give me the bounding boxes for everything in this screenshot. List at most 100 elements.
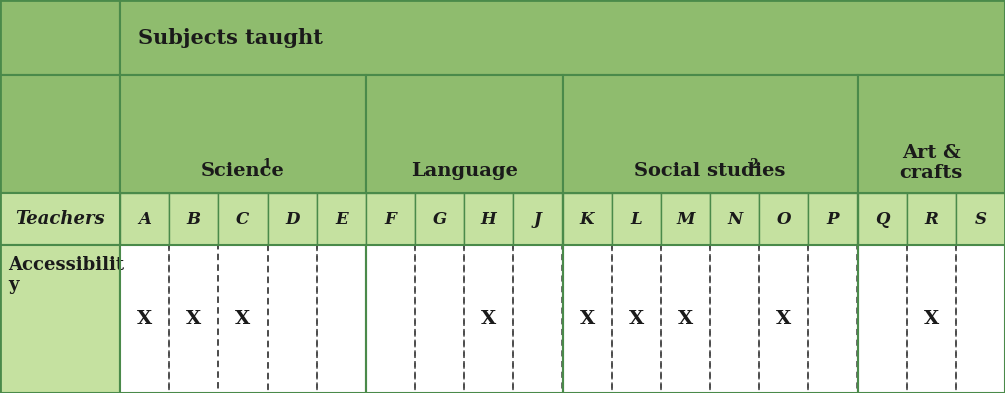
Text: X: X (137, 310, 152, 328)
Text: X: X (776, 310, 791, 328)
Text: P: P (827, 211, 839, 228)
Text: R: R (925, 211, 939, 228)
Text: X: X (924, 310, 939, 328)
Text: M: M (676, 211, 694, 228)
Bar (907, 245, 956, 393)
Bar (317, 245, 366, 393)
Text: X: X (628, 310, 644, 328)
Text: crafts: crafts (899, 164, 963, 182)
Bar (661, 245, 710, 393)
Bar (710, 193, 759, 245)
Bar (563, 245, 612, 393)
Text: K: K (580, 211, 594, 228)
Text: Science: Science (201, 162, 284, 180)
Text: H: H (480, 211, 496, 228)
Bar (759, 245, 808, 393)
Bar (415, 245, 464, 393)
Text: D: D (284, 211, 299, 228)
Bar (661, 245, 710, 393)
Bar (612, 245, 661, 393)
Text: X: X (186, 310, 201, 328)
Text: Teachers: Teachers (15, 210, 105, 228)
Bar (366, 245, 415, 393)
Bar (267, 193, 317, 245)
Bar (907, 245, 956, 393)
Text: C: C (236, 211, 249, 228)
Text: X: X (481, 310, 496, 328)
Text: X: X (580, 310, 595, 328)
Bar (857, 193, 907, 245)
Bar (415, 245, 464, 393)
Text: 1: 1 (262, 158, 271, 171)
Text: O: O (777, 211, 791, 228)
Bar (612, 193, 661, 245)
Bar (857, 245, 907, 393)
Bar (907, 193, 956, 245)
Text: Accessibilit: Accessibilit (8, 256, 125, 274)
Bar (317, 245, 366, 393)
Text: X: X (677, 310, 693, 328)
Bar (464, 245, 514, 393)
Bar (710, 245, 759, 393)
Text: Social studies: Social studies (634, 162, 786, 180)
Bar (956, 245, 1005, 393)
Bar (120, 245, 169, 393)
Text: Art &: Art & (901, 144, 961, 162)
Text: Q: Q (874, 211, 889, 228)
Bar (0, 0, 120, 75)
Bar (857, 75, 1005, 193)
Bar (218, 245, 267, 393)
Bar (169, 245, 218, 393)
Bar (0, 75, 120, 193)
Bar (120, 193, 169, 245)
Text: B: B (187, 211, 201, 228)
Bar (120, 0, 1005, 75)
Bar (366, 245, 563, 393)
Bar (0, 193, 120, 245)
Bar (808, 193, 857, 245)
Bar (759, 193, 808, 245)
Text: X: X (235, 310, 250, 328)
Text: A: A (138, 211, 151, 228)
Text: G: G (432, 211, 446, 228)
Bar (514, 245, 563, 393)
Bar (759, 245, 808, 393)
Bar (317, 193, 366, 245)
Text: S: S (975, 211, 987, 228)
Bar (464, 193, 514, 245)
Bar (857, 245, 907, 393)
Bar (710, 245, 759, 393)
Text: F: F (385, 211, 396, 228)
Bar (169, 193, 218, 245)
Bar (808, 245, 857, 393)
Text: L: L (630, 211, 642, 228)
Bar (0, 245, 120, 393)
Bar (563, 245, 612, 393)
Text: N: N (727, 211, 743, 228)
Bar (612, 245, 661, 393)
Bar (514, 245, 563, 393)
Bar (857, 245, 1005, 393)
Bar (563, 75, 857, 193)
Bar (563, 245, 857, 393)
Bar (415, 193, 464, 245)
Bar (120, 245, 366, 393)
Bar (267, 245, 317, 393)
Bar (464, 245, 514, 393)
Text: Language: Language (411, 162, 518, 180)
Bar (366, 245, 415, 393)
Text: J: J (534, 211, 542, 228)
Text: Subjects taught: Subjects taught (138, 28, 323, 48)
Bar (366, 75, 563, 193)
Text: 2: 2 (749, 158, 758, 171)
Bar (514, 193, 563, 245)
Bar (267, 245, 317, 393)
Bar (956, 193, 1005, 245)
Bar (120, 245, 169, 393)
Bar (218, 193, 267, 245)
Bar (808, 245, 857, 393)
Bar (956, 245, 1005, 393)
Bar (366, 193, 415, 245)
Bar (169, 245, 218, 393)
Bar (661, 193, 710, 245)
